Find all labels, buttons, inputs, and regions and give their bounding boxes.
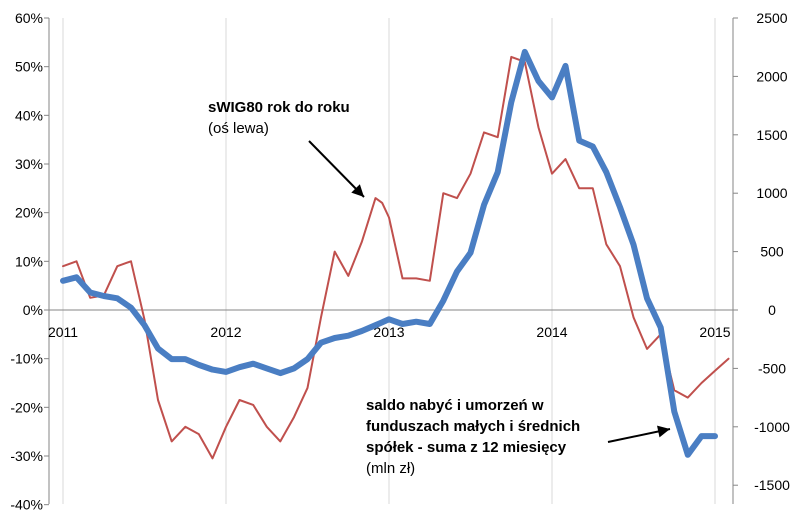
left-tick-label: 60%	[15, 10, 43, 26]
left-tick-label: 20%	[15, 205, 43, 221]
left-tick-label: 50%	[15, 59, 43, 75]
annotation-arrow-fund-flows-head	[657, 425, 670, 438]
right-tick-label: 500	[760, 244, 784, 260]
right-tick-label: 0	[768, 302, 776, 318]
x-tick-label: 2011	[48, 324, 78, 340]
left-tick-label: -20%	[10, 399, 43, 415]
right-tick-label: -500	[758, 360, 786, 376]
right-tick-label: 2500	[756, 10, 787, 26]
left-axis-tick-labels: 60% 50% 40% 30% 20% 10% 0% -10% -20% -30% -40%	[10, 10, 43, 513]
series-lines	[60, 48, 730, 460]
axes	[44, 17, 738, 506]
left-tick-label: 30%	[15, 156, 43, 172]
annotation-arrow-swig80	[308, 140, 365, 198]
annotation-arrow-swig80-head	[351, 184, 364, 197]
x-tick-label: 2015	[699, 324, 730, 340]
annotation-line: (oś lewa)	[208, 120, 269, 137]
series-fund-flows-line	[60, 48, 718, 458]
left-tick-label: -10%	[10, 351, 43, 367]
x-tick-label: 2012	[210, 324, 241, 340]
annotation-line: (mln zł)	[366, 460, 415, 477]
annotation-line: saldo nabyć i umorzeń w	[366, 397, 544, 414]
right-tick-label: 1000	[756, 185, 787, 201]
annotation-line: sWIG80 rok do roku	[208, 99, 350, 116]
annotation-line: funduszach małych i średnich	[366, 418, 580, 435]
right-tick-label: -1500	[754, 477, 790, 493]
right-tick-label: 2000	[756, 68, 787, 84]
left-tick-label: 10%	[15, 253, 43, 269]
right-axis-tick-labels: 2500 2000 1500 1000 500 0 -500 -1000 -1500	[754, 10, 790, 493]
annotations: sWIG80 rok do roku (oś lewa) saldo nabyć i…	[208, 99, 580, 477]
left-tick-label: -40%	[10, 497, 43, 513]
left-tick-label: -30%	[10, 448, 43, 464]
annotation-arrows	[308, 140, 671, 443]
left-tick-label: 40%	[15, 107, 43, 123]
right-tick-label: 1500	[756, 127, 787, 143]
annotation-line: spółek - suma z 12 miesięcy	[366, 439, 567, 456]
left-tick-label: 0%	[23, 302, 43, 318]
x-tick-label: 2014	[536, 324, 567, 340]
right-tick-label: -1000	[754, 419, 790, 435]
x-axis-tick-labels: 2011 2012 2013 2014 2015	[48, 324, 731, 340]
x-tick-label: 2013	[373, 324, 404, 340]
series-swig80-line	[62, 55, 730, 460]
